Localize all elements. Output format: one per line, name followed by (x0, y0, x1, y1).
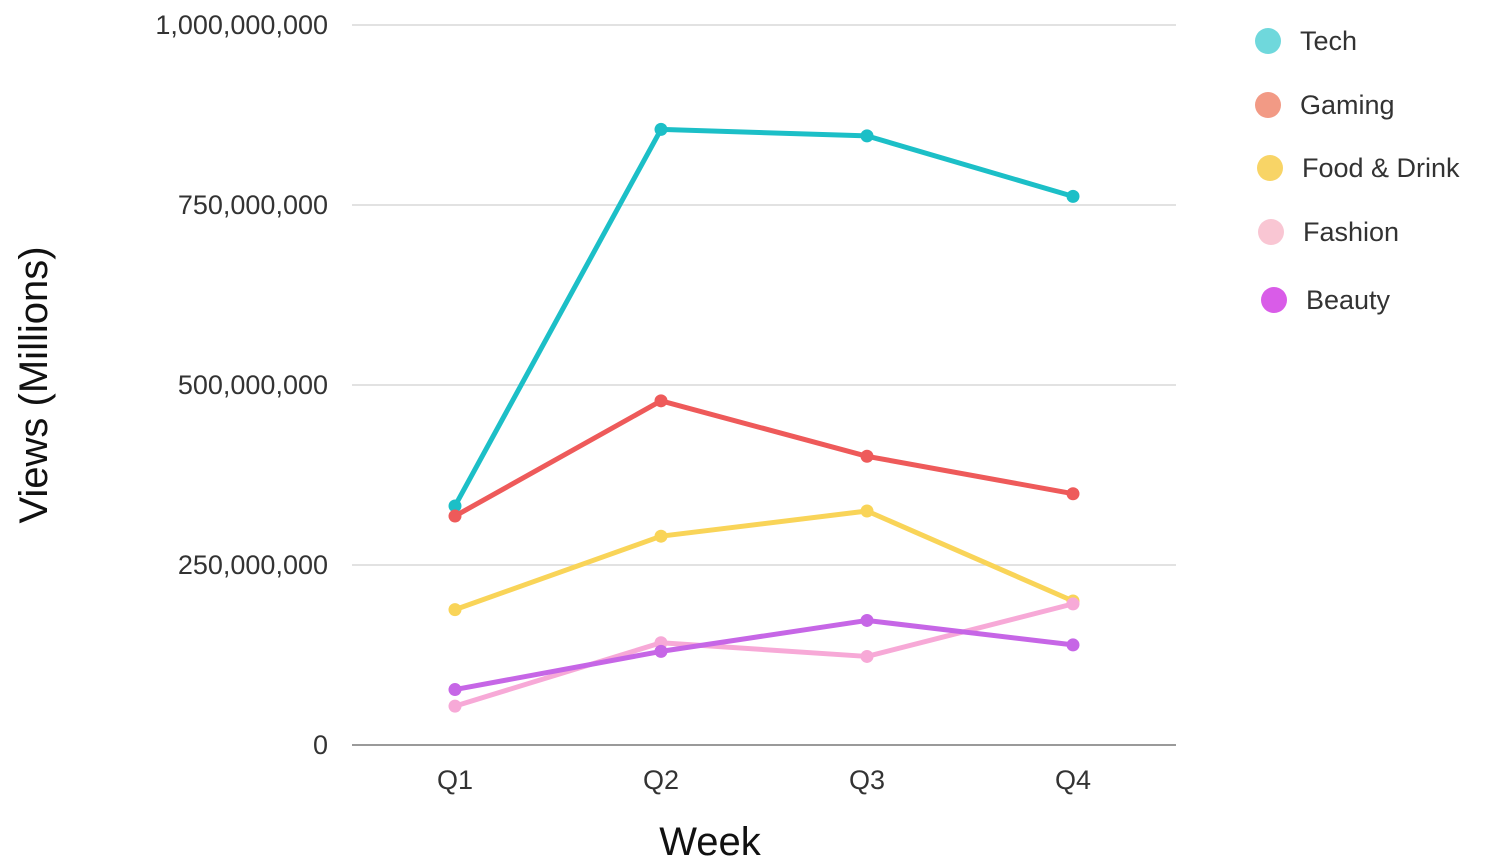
legend-swatch (1257, 155, 1283, 181)
series-beauty (448, 613, 1080, 697)
y-tick-label: 0 (313, 730, 328, 760)
data-point[interactable] (448, 509, 462, 523)
x-axis-title: Week (659, 820, 762, 861)
legend-item[interactable]: Fashion (1258, 217, 1399, 247)
data-point[interactable] (654, 644, 668, 658)
x-tick-label: Q4 (1055, 765, 1091, 795)
x-axis-tick-labels: Q1 Q2 Q3 Q4 (437, 765, 1091, 795)
legend-label: Beauty (1306, 285, 1391, 315)
series-line (452, 126, 1076, 509)
data-point[interactable] (1066, 189, 1080, 203)
series-line (452, 601, 1076, 709)
series-line (452, 617, 1076, 693)
legend-swatch (1255, 92, 1281, 118)
legend-swatch (1258, 219, 1284, 245)
y-tick-label: 750,000,000 (178, 190, 328, 220)
series-food-drink (448, 504, 1080, 617)
y-tick-label: 1,000,000,000 (155, 10, 328, 40)
legend-item[interactable]: Tech (1255, 26, 1357, 56)
x-tick-label: Q2 (643, 765, 679, 795)
data-point[interactable] (654, 122, 668, 136)
legend-item[interactable]: Food & Drink (1257, 153, 1460, 183)
y-axis-title: Views (Millions) (12, 246, 56, 523)
data-point[interactable] (654, 529, 668, 543)
legend-label: Food & Drink (1302, 153, 1460, 183)
series-line (452, 508, 1076, 613)
data-point[interactable] (860, 504, 874, 518)
data-point[interactable] (448, 699, 462, 713)
legend-item[interactable]: Beauty (1261, 285, 1391, 315)
data-point[interactable] (448, 603, 462, 617)
data-point[interactable] (448, 683, 462, 697)
x-tick-label: Q3 (849, 765, 885, 795)
y-tick-label: 250,000,000 (178, 550, 328, 580)
data-point[interactable] (448, 499, 462, 513)
legend-label: Fashion (1303, 217, 1399, 247)
data-point[interactable] (860, 613, 874, 627)
y-axis-tick-labels: 0 250,000,000 500,000,000 750,000,000 1,000,… (155, 10, 328, 760)
data-point[interactable] (860, 129, 874, 143)
legend-swatch (1261, 287, 1287, 313)
legend-label: Tech (1300, 26, 1357, 56)
series-lines (448, 122, 1080, 713)
legend-swatch (1255, 28, 1281, 54)
y-tick-label: 500,000,000 (178, 370, 328, 400)
data-point[interactable] (860, 649, 874, 663)
series-tech (448, 122, 1080, 513)
gridlines (352, 24, 1176, 746)
series-line (452, 398, 1076, 519)
legend: Tech Gaming Food & Drink Fashion Beauty (1255, 26, 1460, 315)
legend-item[interactable]: Gaming (1255, 90, 1395, 120)
data-point[interactable] (654, 394, 668, 408)
series-fashion (448, 597, 1080, 713)
data-point[interactable] (1066, 638, 1080, 652)
data-point[interactable] (860, 449, 874, 463)
x-tick-label: Q1 (437, 765, 473, 795)
data-point[interactable] (1066, 487, 1080, 501)
data-point[interactable] (1066, 597, 1080, 611)
series-gaming (448, 394, 1080, 523)
legend-label: Gaming (1300, 90, 1395, 120)
